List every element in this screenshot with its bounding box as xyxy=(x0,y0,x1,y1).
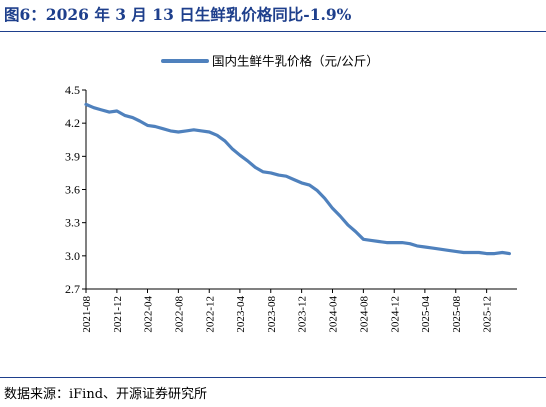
y-tick-label: 4.2 xyxy=(65,116,80,130)
y-tick-label: 3.6 xyxy=(65,183,80,197)
legend-label: 国内生鲜牛乳价格（元/公斤） xyxy=(212,54,379,69)
x-tick-label: 2023-04 xyxy=(235,296,247,333)
footer-divider xyxy=(0,377,546,378)
price-line-chart: 国内生鲜牛乳价格（元/公斤） 2.7 3.0 3.3 3.6 3.9 4.2 4.5 202… xyxy=(65,54,517,333)
y-tick-label: 3.3 xyxy=(65,216,80,230)
x-tick-label: 2025-12 xyxy=(482,296,494,333)
x-tick-label: 2022-04 xyxy=(142,296,154,333)
legend: 国内生鲜牛乳价格（元/公斤） xyxy=(161,54,379,69)
x-tick-label: 2022-08 xyxy=(173,296,185,333)
y-axis-ticks: 2.7 3.0 3.3 3.6 3.9 4.2 4.5 xyxy=(65,83,86,296)
y-tick-label: 3.9 xyxy=(65,149,80,163)
y-tick-label: 4.5 xyxy=(65,83,80,97)
x-tick-label: 2023-12 xyxy=(297,296,309,333)
source-note: 数据来源：iFind、开源证券研究所 xyxy=(4,387,208,402)
x-tick-label: 2022-12 xyxy=(204,296,216,333)
x-tick-label: 2024-04 xyxy=(328,296,340,333)
x-tick-label: 2025-08 xyxy=(451,296,463,333)
series-layer xyxy=(84,102,511,256)
axes xyxy=(85,90,517,290)
x-tick-label: 2023-08 xyxy=(266,296,278,333)
y-tick-label: 3.0 xyxy=(65,249,80,263)
y-tick-label: 2.7 xyxy=(65,282,80,296)
x-tick-label: 2025-04 xyxy=(420,296,432,333)
x-tick-label: 2021-12 xyxy=(112,296,124,333)
x-axis-ticks: 2021-08 2021-12 2022-04 2022-08 2022-12 2023-… xyxy=(81,289,494,333)
x-tick-label: 2021-08 xyxy=(81,296,93,333)
chart-title: 图6：2026 年 3 月 13 日生鲜乳价格同比-1.9% xyxy=(4,5,352,24)
x-tick-label: 2024-12 xyxy=(389,296,401,333)
title-divider xyxy=(0,31,546,32)
x-tick-label: 2024-08 xyxy=(358,296,370,333)
series-line-0 xyxy=(84,102,511,256)
